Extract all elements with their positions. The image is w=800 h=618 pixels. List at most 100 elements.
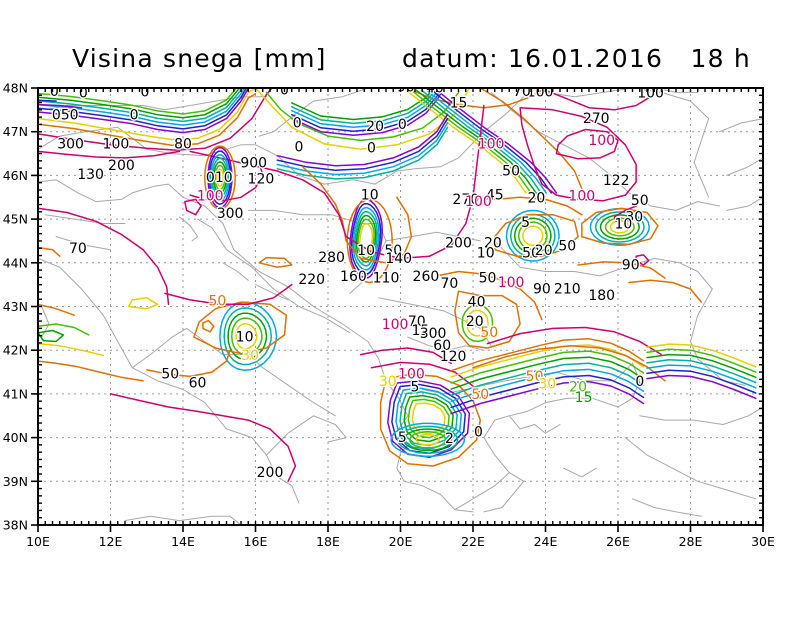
contour-label: 60 — [189, 375, 207, 391]
contour-line — [164, 283, 293, 306]
contour-label: 20 — [569, 380, 587, 396]
contour-line — [517, 221, 548, 251]
contour-label: 100 — [527, 85, 554, 101]
y-axis-tick-label: 47N — [3, 124, 28, 139]
contour-line — [472, 345, 666, 382]
contour-label: 10 — [361, 187, 379, 203]
contour-label: 100 — [568, 189, 595, 205]
chart-title-bar: Visina snega [mm] datum: 16.01.2016 18 h — [0, 44, 800, 84]
contour-label: 270 — [452, 192, 479, 208]
coastline-path — [131, 183, 474, 513]
contour-label: 100 — [465, 194, 492, 210]
contour-label: 20 — [366, 119, 384, 135]
contour-line — [472, 196, 583, 216]
contour-label: 110 — [373, 271, 400, 287]
contour-line — [189, 161, 264, 202]
contour-label: 0 — [474, 425, 483, 441]
contour-label: 0 — [130, 108, 139, 124]
contour-line — [646, 364, 757, 389]
contour-line — [359, 347, 452, 365]
contour-label: 30 — [538, 377, 556, 393]
contour-line — [211, 157, 229, 198]
y-axis-tick-label: 39N — [3, 474, 28, 489]
contour-line — [544, 88, 659, 111]
contour-line — [219, 301, 278, 371]
contour-label: 0 — [367, 141, 376, 157]
axis-tick-labels: 10E 12E 14E 16E 18E 20E 22E 24E 26E 28E 30E 48N 47N 4… — [3, 81, 775, 550]
contour-label: 300 — [420, 326, 447, 342]
contour-line — [594, 211, 645, 243]
coastline-path — [632, 498, 702, 517]
contour-label: 5 — [521, 215, 530, 231]
contour-line — [450, 368, 645, 403]
contour-line — [38, 342, 105, 357]
contour-line — [350, 202, 382, 275]
coastline-path — [222, 262, 249, 281]
contour-label: 270 — [583, 111, 610, 127]
contour-line — [215, 168, 225, 187]
gridlines — [38, 88, 763, 525]
contour-line — [189, 150, 347, 238]
contour-line — [276, 126, 449, 180]
contour-label: 300 — [57, 136, 84, 152]
coastline-path — [483, 437, 525, 513]
y-axis-tick-label: 44N — [3, 255, 28, 270]
contour-line — [193, 301, 288, 355]
contour-line — [436, 89, 558, 194]
contour-line — [38, 92, 257, 146]
coastline-path — [639, 406, 763, 425]
contour-label: 100 — [588, 133, 615, 149]
contour-label: 10 — [357, 243, 375, 259]
contour-line — [390, 422, 466, 458]
y-axis-tick-label: 42N — [3, 343, 28, 358]
contour-label: 130 — [77, 167, 104, 183]
contour-line — [415, 89, 537, 194]
contour-label: 30 — [241, 348, 259, 364]
contour-line — [519, 106, 637, 202]
contour-label: 0 — [79, 86, 88, 102]
contour-line — [258, 256, 293, 268]
contour-line — [38, 88, 243, 123]
contour-line — [479, 88, 583, 190]
contour-line — [276, 113, 449, 167]
coastline-path — [407, 336, 485, 351]
contour-line — [486, 326, 663, 356]
contour-line — [235, 323, 258, 350]
contour-line — [38, 88, 246, 126]
y-axis-tick-label: 46N — [3, 168, 28, 183]
x-axis-tick-label: 24E — [534, 534, 558, 549]
contour-label: 0 — [140, 85, 149, 101]
contour-line — [214, 164, 226, 191]
x-axis-tick-label: 14E — [171, 534, 195, 549]
contour-line — [38, 329, 65, 343]
coastline-path — [124, 515, 242, 525]
contour-line — [403, 394, 454, 443]
contour-line — [345, 104, 485, 260]
contour-label: 100 — [637, 86, 664, 102]
contour-label: 100 — [498, 275, 525, 291]
contour-label: 70 — [513, 84, 531, 100]
coastline-path — [44, 214, 126, 224]
contour-line — [202, 319, 215, 333]
coastline-path — [258, 88, 369, 137]
contour-label: 2 — [445, 431, 454, 447]
contour-line — [646, 343, 757, 368]
coastline-path — [494, 240, 713, 290]
x-axis-tick-label: 18E — [316, 534, 340, 549]
contour-line — [461, 304, 494, 343]
contour-label: 900 — [240, 156, 267, 172]
contour-label: 50 — [480, 325, 498, 341]
contour-line — [387, 380, 471, 459]
x-axis-tick-label: 26E — [606, 534, 630, 549]
contour-label: 70 — [69, 241, 87, 257]
contour-line — [227, 312, 268, 361]
contour-label: 280 — [318, 250, 345, 266]
y-axis-tick-label: 38N — [3, 518, 28, 533]
contour-label: 120 — [248, 171, 275, 187]
contour-label: 100 — [382, 317, 409, 333]
contour-line — [359, 222, 374, 255]
coastline-path — [726, 157, 763, 176]
contour-line — [38, 88, 257, 141]
y-axis-tick-label: 40N — [3, 430, 28, 445]
